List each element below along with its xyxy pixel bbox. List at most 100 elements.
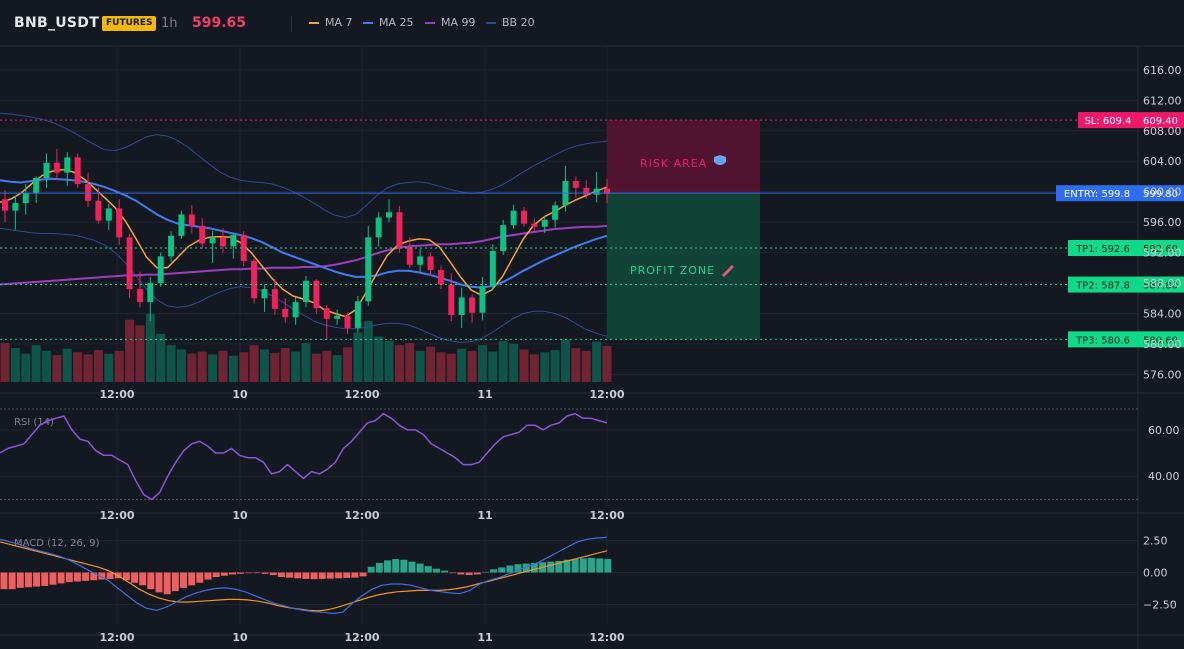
rsi-time-tick-label: 11 — [477, 509, 492, 522]
price-tick-label: 616.00 — [1143, 64, 1182, 77]
volume-bar — [0, 343, 10, 382]
candle-body — [136, 289, 143, 303]
macd-histogram-bar — [220, 572, 228, 576]
macd-time-tick-label: 10 — [232, 631, 248, 644]
rsi-time-tick-label: 12:00 — [344, 509, 379, 522]
last-price: 599.65 — [192, 15, 247, 31]
macd-histogram-bar — [400, 559, 408, 573]
macd-histogram-bar — [555, 561, 563, 573]
macd-histogram-bar — [375, 562, 383, 573]
macd-histogram-bar — [326, 572, 334, 579]
candles[interactable] — [2, 149, 610, 341]
macd-histogram-bar — [131, 572, 139, 583]
candle-body — [489, 251, 496, 287]
volume-bar — [104, 353, 114, 382]
macd-signal-line — [0, 541, 608, 612]
macd-histogram-bar — [604, 559, 612, 573]
stop-loss-axis-tag — [1138, 112, 1184, 129]
bb-lower-line — [0, 227, 608, 343]
macd-histogram-bar — [139, 572, 147, 586]
volume-bar — [176, 349, 186, 382]
macd-histogram-bar — [24, 572, 32, 588]
volume-bar — [83, 354, 93, 382]
price-tick-label: 592.00 — [1143, 247, 1182, 260]
legend-ma25[interactable]: MA 25 — [363, 16, 414, 29]
take-profit-3-axis-label: 580.60 — [1143, 335, 1178, 346]
macd-histogram-bar — [147, 572, 155, 590]
volume-bar — [394, 345, 404, 382]
macd-histogram-bar — [98, 572, 106, 580]
take-profit-1-tag-label: TP1: 592.6 — [1075, 244, 1130, 255]
candle-body — [437, 270, 444, 285]
macd-histogram-bar — [351, 572, 359, 578]
volume-bar — [415, 350, 425, 382]
price-tick-label: 604.00 — [1143, 155, 1182, 168]
legend-bb20-swatch — [486, 21, 496, 24]
legend-bb20[interactable]: BB 20 — [486, 16, 535, 29]
symbol-name[interactable]: BNB_USDT — [14, 15, 100, 31]
entry-axis-label: 599.80 — [1143, 189, 1178, 200]
volume-bar — [550, 350, 560, 382]
volume-bar — [239, 352, 249, 382]
macd-histogram-bar — [522, 563, 530, 573]
macd-histogram-bar — [33, 572, 41, 587]
legend-ma99[interactable]: MA 99 — [425, 16, 476, 29]
rsi-title: RSI (14) — [14, 417, 54, 428]
volume-bar — [301, 343, 311, 382]
take-profit-2-axis-tag — [1138, 276, 1184, 293]
bb-upper-line — [0, 112, 608, 218]
candle-body — [541, 219, 548, 227]
volume-bar — [477, 345, 487, 382]
macd-histogram-bar — [188, 572, 196, 586]
volume-bar — [197, 351, 207, 382]
macd-title: MACD (12, 26, 9) — [14, 538, 100, 549]
volume-bar — [405, 343, 415, 382]
candle-body — [209, 237, 216, 244]
risk-area-box — [607, 120, 760, 194]
candle-body — [116, 208, 123, 238]
candle-body — [219, 237, 226, 247]
volume-bar — [93, 350, 103, 382]
volume-bar — [446, 353, 456, 382]
profit-zone-box — [607, 193, 760, 340]
volume-bar — [343, 347, 353, 382]
macd-histogram-bar — [212, 572, 220, 577]
price-tick-label: 608.00 — [1143, 125, 1182, 138]
macd-histogram-bar — [228, 572, 236, 575]
stop-loss-tag — [1078, 112, 1138, 129]
volume-bars — [0, 314, 612, 382]
candle-body — [261, 289, 268, 299]
macd-time-tick-label: 12:00 — [589, 631, 624, 644]
candle-body — [510, 210, 517, 226]
macd-histogram-bar — [367, 566, 375, 573]
candle-body — [552, 205, 559, 220]
candle-body — [188, 214, 195, 226]
legend-ma7[interactable]: MA 7 — [309, 16, 353, 29]
take-profit-1-tag — [1068, 240, 1138, 256]
macd-histogram-bar — [473, 572, 481, 575]
rsi-time-tick-label: 10 — [232, 509, 248, 522]
take-profit-3-tag — [1068, 331, 1138, 348]
stop-loss-tag-label: SL: 609.4 — [1084, 116, 1131, 127]
timeframe-label[interactable]: 1h — [161, 16, 178, 31]
candle-body — [375, 217, 382, 238]
candle-body — [43, 162, 50, 178]
macd-histogram-bar — [163, 572, 171, 595]
macd-histogram-bar — [481, 571, 489, 573]
volume-bar — [114, 350, 124, 382]
macd-tick-label: 2.50 — [1143, 535, 1168, 548]
volume-bar — [426, 346, 436, 382]
candle-body — [85, 184, 92, 201]
entry-tag-label: ENTRY: 599.8 — [1064, 189, 1130, 200]
volume-bar — [467, 350, 477, 382]
candle-body — [500, 225, 507, 252]
volume-bar — [270, 352, 280, 382]
price-tick-label: 588.00 — [1143, 277, 1182, 290]
price-tick-label: 596.00 — [1143, 216, 1182, 229]
candle-body — [126, 237, 133, 290]
candle-body — [458, 297, 465, 315]
macd-histogram-bar — [392, 559, 400, 573]
candle-body — [53, 162, 60, 173]
macd-time-tick-label: 11 — [477, 631, 492, 644]
